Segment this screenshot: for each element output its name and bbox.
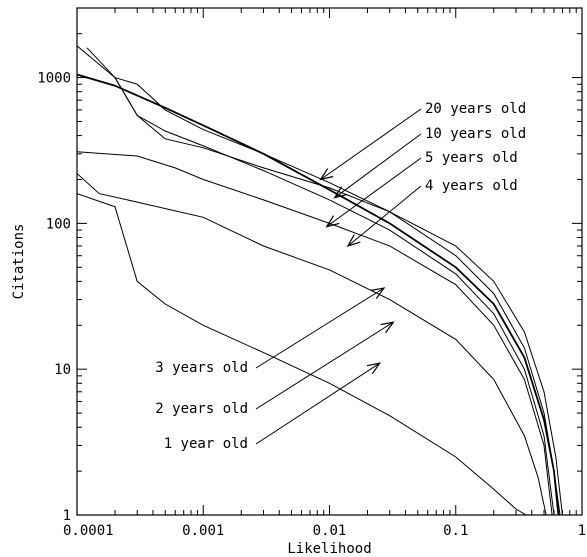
arrow-head [333,186,348,199]
annotation-label: 10 years old [425,126,526,142]
x-tick-label: 0.01 [313,523,347,539]
arrow-head [325,215,340,228]
x-tick-label: 1 [578,523,586,539]
annotation-arrow [334,133,422,199]
annotation-arrow [255,287,385,369]
y-tick-label: 10 [54,362,71,378]
x-tick-label: 0.0001 [63,523,114,539]
annotation-arrow [255,362,381,445]
series-line [77,193,527,515]
annotation-arrow [320,108,422,180]
annotation-arrow [326,157,422,228]
ticks-group: 0.0001 0.001 0.01 0.1 1 1 10 100 1000 [37,7,586,539]
y-tick-label: 100 [46,216,71,232]
arrow-head [319,168,334,181]
arrow-head [371,287,386,299]
annotation-label: 2 years old [155,401,248,417]
series-line [114,77,555,515]
x-axis-label: Likelihood [287,541,371,557]
annotation-arrow [255,321,394,410]
y-tick-label: 1000 [37,71,71,87]
y-tick-label: 1 [63,508,71,524]
y-axis-label: Citations [11,224,27,300]
series-line [86,47,561,515]
arrow-head [366,362,382,375]
plot-frame [76,7,583,516]
x-tick-label: 0.1 [443,523,468,539]
annotation-arrow [347,185,422,247]
annotation-label: 1 year old [164,436,248,452]
annotation-label: 20 years old [425,101,526,117]
annotation-label: 4 years old [425,178,518,194]
series-line [77,45,563,515]
annotation-label: 3 years old [155,360,248,376]
arrow-head [346,234,361,247]
x-tick-label: 0.001 [182,523,224,539]
annotation-label: 5 years old [425,150,518,166]
annotation-arrows-group: 20 years old 10 years old 5 years old 4 yea… [155,101,526,452]
arrow-head [380,321,395,334]
axes-group [76,7,583,516]
labels-group: Likelihood Citations [11,224,372,557]
series-line [77,151,553,515]
series-line [77,73,560,515]
curves-group [77,45,563,515]
series-line [77,173,547,515]
